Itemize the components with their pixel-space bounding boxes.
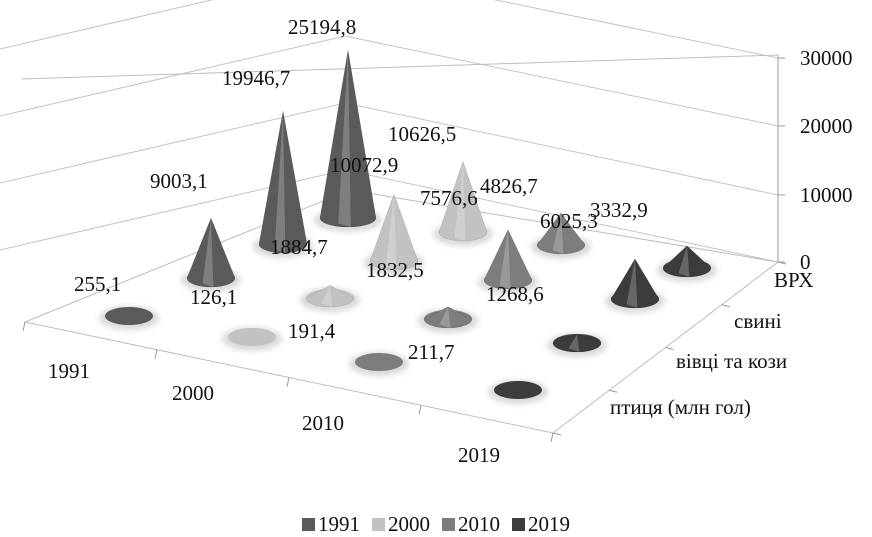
- chart-canvas: 0 10000 20000 30000 1991 2000 2010 2019 ВРХ свині…: [0, 0, 872, 505]
- x-tick-label: 1991: [48, 359, 90, 383]
- x-tick: [419, 405, 421, 414]
- data-label: 3332,9: [590, 198, 648, 222]
- cone-base: [355, 353, 403, 371]
- x-tick-label: 2019: [458, 443, 500, 467]
- legend-item: 2010: [442, 512, 500, 537]
- cone: [314, 50, 382, 232]
- legend-swatch: [372, 518, 385, 531]
- data-label: 4826,7: [480, 174, 538, 198]
- cone-base: [105, 307, 153, 325]
- gridline: [0, 0, 778, 58]
- cone: [349, 352, 409, 376]
- y-tick: [666, 348, 674, 350]
- gridline: [0, 103, 778, 195]
- y-tick: [553, 433, 561, 435]
- legend-swatch: [302, 518, 315, 531]
- legend-swatch: [512, 518, 525, 531]
- z-tick-label: 30000: [800, 46, 853, 70]
- cone: [222, 327, 282, 351]
- data-label: 191,4: [288, 319, 336, 343]
- cone: [488, 380, 548, 404]
- legend-label: 2010: [458, 512, 500, 537]
- cone-base: [228, 328, 276, 346]
- y-tick-label: вівці та кози: [676, 349, 787, 373]
- cone: [547, 333, 607, 357]
- z-tick-label: 20000: [800, 114, 853, 138]
- data-label: 211,7: [408, 340, 454, 364]
- y-tick-label: ВРХ: [774, 268, 813, 292]
- y-tick-label: свині: [734, 309, 782, 333]
- data-label: 255,1: [74, 272, 121, 296]
- x-tick-label: 2010: [302, 411, 344, 435]
- legend-label: 2019: [528, 512, 570, 537]
- legend-label: 1991: [318, 512, 360, 537]
- data-label: 6025,3: [540, 209, 598, 233]
- data-label: 10072,9: [330, 153, 398, 177]
- y-tick: [609, 390, 617, 392]
- data-label: 10626,5: [388, 122, 456, 146]
- y-tick-label: птиця (млн гол): [610, 395, 751, 419]
- legend-swatch: [442, 518, 455, 531]
- legend-label: 2000: [388, 512, 430, 537]
- x-tick: [287, 378, 289, 387]
- x-tick: [551, 433, 553, 442]
- y-tick: [722, 305, 730, 307]
- legend-item: 2000: [372, 512, 430, 537]
- data-label: 1884,7: [270, 235, 328, 259]
- legend-item: 2019: [512, 512, 570, 537]
- data-label: 7576,6: [420, 186, 478, 210]
- data-label: 9003,1: [150, 169, 208, 193]
- z-tick-label: 10000: [800, 183, 853, 207]
- chart-legend: 1991 2000 2010 2019: [0, 512, 872, 537]
- data-label: 1832,5: [366, 258, 424, 282]
- cone: [99, 306, 159, 330]
- cone-base: [494, 381, 542, 399]
- x-tick: [155, 350, 157, 359]
- data-label: 126,1: [190, 285, 237, 309]
- data-label: 25194,8: [288, 15, 356, 39]
- data-label: 19946,7: [222, 66, 290, 90]
- x-tick-label: 2000: [172, 381, 214, 405]
- x-tick: [23, 322, 25, 331]
- data-label: 1268,6: [486, 282, 544, 306]
- legend-item: 1991: [302, 512, 360, 537]
